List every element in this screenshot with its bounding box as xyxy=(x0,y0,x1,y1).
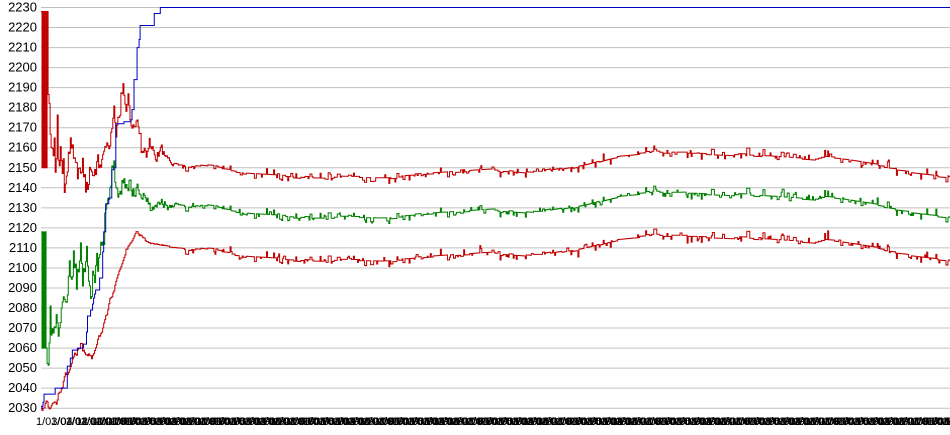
svg-text:2160: 2160 xyxy=(8,140,37,155)
svg-text:2070: 2070 xyxy=(8,320,37,335)
svg-text:2200: 2200 xyxy=(8,60,37,75)
svg-text:2170: 2170 xyxy=(8,120,37,135)
svg-text:2110: 2110 xyxy=(9,240,37,255)
svg-text:2180: 2180 xyxy=(8,100,37,115)
svg-text:2040: 2040 xyxy=(8,380,37,395)
svg-text:2090: 2090 xyxy=(8,280,37,295)
svg-text:2120: 2120 xyxy=(8,220,37,235)
svg-text:2130: 2130 xyxy=(8,200,37,215)
svg-text:2210: 2210 xyxy=(8,40,37,55)
svg-text:2100: 2100 xyxy=(8,260,37,275)
svg-text:2140: 2140 xyxy=(8,180,37,195)
svg-text:2080: 2080 xyxy=(8,300,37,315)
svg-text:2030: 2030 xyxy=(8,400,37,415)
svg-text:2150: 2150 xyxy=(8,160,37,175)
svg-text:2060: 2060 xyxy=(8,340,37,355)
svg-text:2230: 2230 xyxy=(8,0,37,15)
svg-text:2050: 2050 xyxy=(8,360,37,375)
svg-text:2220: 2220 xyxy=(8,20,37,35)
svg-text:2190: 2190 xyxy=(8,80,37,95)
